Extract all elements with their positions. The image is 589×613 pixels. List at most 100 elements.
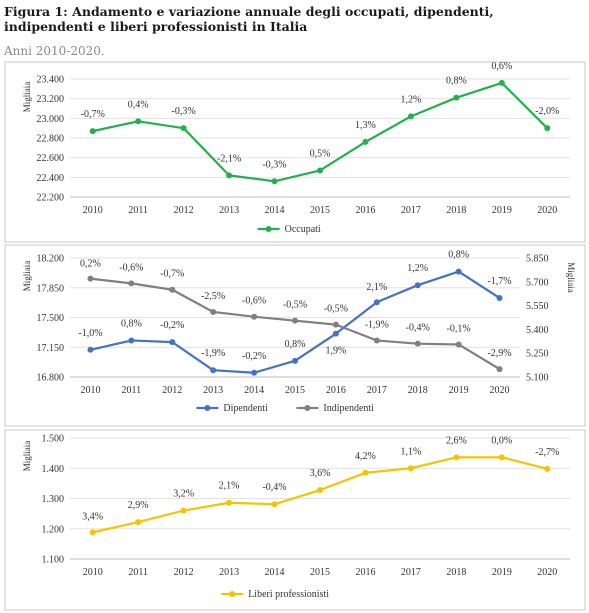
chart-2-data-label: 0,8% xyxy=(448,250,469,261)
chart-3-data-label: 0,0% xyxy=(491,435,512,446)
chart-1-point xyxy=(498,79,505,86)
chart-2-point xyxy=(210,308,217,315)
chart-3-xtick-label: 2015 xyxy=(310,567,330,578)
chart-1-data-label: 0,8% xyxy=(446,76,467,87)
chart-3-xtick-label: 2020 xyxy=(537,567,557,578)
chart-3-xtick-label: 2017 xyxy=(401,567,421,578)
chart-3-data-label: -0,4% xyxy=(262,482,286,493)
chart-2-point xyxy=(87,346,94,353)
chart-1-point xyxy=(226,172,233,179)
chart-1-point xyxy=(89,128,96,135)
chart-3-data-label: 3,2% xyxy=(173,489,194,500)
chart-2-data-label: 1,2% xyxy=(407,263,428,274)
chart-2-point xyxy=(496,294,503,301)
chart-2-frame xyxy=(4,244,586,427)
chart-2-ytick-right-label: 5.850 xyxy=(526,254,549,265)
chart-2-ytick-label: 18.200 xyxy=(37,254,65,265)
chart-2-ytick-right-label: 5.100 xyxy=(526,373,549,384)
chart-2-data-label: -1,0% xyxy=(78,328,102,339)
chart-2-data-label: -0,6% xyxy=(119,262,143,273)
chart-3-ytick-label: 1.400 xyxy=(42,464,65,475)
chart-2-point xyxy=(87,275,94,282)
chart-2-ytick-label: 17.500 xyxy=(37,313,65,324)
chart-2-data-label: -2,5% xyxy=(201,291,225,302)
chart-2-point xyxy=(251,313,258,320)
chart-3-xtick-label: 2010 xyxy=(83,567,103,578)
chart-2-point xyxy=(251,369,258,376)
chart-1-point xyxy=(180,125,187,132)
chart-2-data-label: -2,9% xyxy=(487,348,511,359)
chart-2-point xyxy=(455,341,462,348)
chart-2-point xyxy=(292,317,298,324)
chart-3-data-label: 2,9% xyxy=(128,500,149,511)
chart-2-data-label: -1,7% xyxy=(487,276,511,287)
chart-3-point xyxy=(317,487,323,494)
chart-3-ytick-label: 1.200 xyxy=(42,524,65,535)
chart-2-data-label: -0,7% xyxy=(160,269,184,280)
chart-1-xtick-label: 2011 xyxy=(128,205,148,216)
chart-2-point xyxy=(332,330,339,337)
chart-2-data-label: -1,9% xyxy=(365,320,389,331)
chart-1-point xyxy=(362,138,369,145)
chart-2-xtick-label: 2013 xyxy=(203,385,223,396)
chart-2-ytick-label: 17.150 xyxy=(37,343,65,354)
chart-2-data-label: -0,6% xyxy=(242,296,266,307)
chart-2-ytick-label: 16.800 xyxy=(37,373,65,384)
chart-2-data-label: -0,5% xyxy=(283,300,307,311)
chart-2-point xyxy=(169,339,176,346)
chart-3-xtick-label: 2018 xyxy=(446,567,466,578)
chart-2-ytick-label: 17.850 xyxy=(37,283,65,294)
chart-1-data-label: -2,0% xyxy=(535,106,559,117)
chart-2-point xyxy=(292,357,298,364)
chart-1-xtick-label: 2012 xyxy=(174,205,194,216)
chart-1-xtick-label: 2010 xyxy=(83,205,103,216)
chart-2-ytick-right-label: 5.250 xyxy=(526,349,549,360)
chart-1-point xyxy=(544,125,551,132)
chart-3-point xyxy=(180,507,187,514)
chart-1-data-label: -0,3% xyxy=(262,159,286,170)
chart-2-ytick-right-label: 5.400 xyxy=(526,325,549,336)
figure-subtitle: Anni 2010-2020. xyxy=(4,44,105,58)
chart-2-point xyxy=(128,337,135,344)
chart-2-point xyxy=(373,299,380,306)
chart-2-data-label: -0,1% xyxy=(447,323,471,334)
chart-3-data-label: 1,1% xyxy=(400,446,421,457)
chart-3-ylabel: Migliaia xyxy=(22,441,32,472)
chart-1-data-label: 0,6% xyxy=(491,61,512,72)
chart-3-xtick-label: 2014 xyxy=(265,567,285,578)
chart-2-point xyxy=(210,367,217,374)
chart-3-point xyxy=(271,501,278,508)
chart-3-point xyxy=(453,454,460,461)
chart-3-legend-label: Liberi professionisti xyxy=(248,589,329,600)
chart-2-legend-label: Dipendenti xyxy=(223,403,268,414)
chart-2-data-label: 0,2% xyxy=(80,259,101,270)
chart-2-xtick-label: 2020 xyxy=(490,385,510,396)
chart-3-xtick-label: 2013 xyxy=(219,567,239,578)
chart-1-data-label: 0,5% xyxy=(310,148,331,159)
chart-3-frame xyxy=(4,429,586,611)
chart-1-point xyxy=(271,178,278,185)
chart-3-ytick-label: 1.300 xyxy=(42,494,65,505)
chart-2-xtick-label: 2019 xyxy=(449,385,469,396)
chart-1-ytick-label: 23.200 xyxy=(37,94,65,105)
chart-1-xtick-label: 2015 xyxy=(310,205,330,216)
chart-2-xtick-label: 2016 xyxy=(326,385,346,396)
chart-2-legend-label: Indipendenti xyxy=(323,403,374,414)
chart-2-legend-marker xyxy=(304,405,311,411)
chart-1-data-label: -0,7% xyxy=(81,109,105,120)
chart-1-ytick-label: 22.400 xyxy=(37,173,65,184)
chart-2-point xyxy=(496,366,503,373)
chart-2-xtick-label: 2018 xyxy=(408,385,428,396)
chart-2-ylabel: Migliaia xyxy=(22,261,32,292)
chart-1-xtick-label: 2017 xyxy=(401,205,421,216)
chart-2-xtick-label: 2012 xyxy=(162,385,182,396)
chart-1-data-label: 0,4% xyxy=(128,99,149,110)
chart-2-xtick-label: 2011 xyxy=(122,385,142,396)
chart-1-point xyxy=(135,118,142,125)
chart-1-point xyxy=(453,94,460,101)
chart-2-ytick-right-label: 5.700 xyxy=(526,277,549,288)
chart-3-point xyxy=(544,465,551,472)
chart-3-ytick-label: 1.100 xyxy=(42,555,65,566)
chart-1-data-label: -2,1% xyxy=(217,153,241,164)
chart-2-xtick-label: 2017 xyxy=(367,385,387,396)
